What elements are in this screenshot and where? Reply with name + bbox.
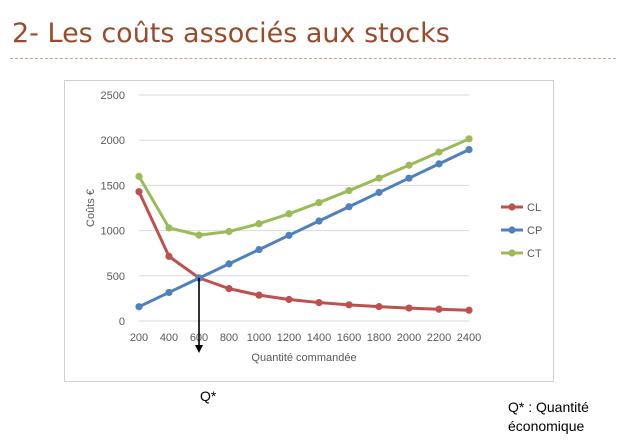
data-point-cp	[465, 146, 473, 154]
x-tick-label: 800	[220, 332, 238, 344]
y-tick-label: 0	[119, 316, 125, 328]
x-tick-label: 1600	[337, 332, 361, 344]
y-tick-label: 1000	[101, 226, 125, 238]
legend-marker-cp	[508, 226, 516, 234]
x-tick-label: 1400	[307, 332, 331, 344]
data-point-cp	[165, 288, 173, 297]
x-tick-label: 1000	[247, 332, 271, 344]
x-tick-label: 200	[130, 332, 148, 344]
data-point-cl	[255, 291, 263, 299]
x-tick-label: 1200	[277, 332, 301, 344]
y-tick-label: 2500	[101, 90, 125, 102]
legend-label-ct: CT	[527, 248, 542, 260]
title-divider	[10, 58, 616, 59]
y-tick-label: 2000	[101, 135, 125, 147]
data-point-cl	[435, 305, 443, 313]
x-tick-label: 1800	[367, 332, 391, 344]
data-point-cp	[435, 160, 443, 168]
legend-label-cp: CP	[527, 225, 542, 237]
data-point-cp	[405, 174, 413, 182]
cost-chart: 0500100015002000250020040060080010001200…	[85, 90, 542, 364]
data-point-ct	[405, 161, 413, 169]
y-tick-label: 500	[107, 271, 125, 283]
data-point-cp	[345, 203, 353, 211]
data-point-ct	[465, 135, 473, 143]
data-point-ct	[345, 186, 353, 195]
data-point-cl	[285, 295, 293, 304]
legend-label-cl: CL	[527, 202, 541, 214]
data-point-cp	[225, 260, 233, 268]
data-point-ct	[195, 231, 203, 239]
slide-title: 2- Les coûts associés aux stocks	[12, 18, 450, 49]
data-point-ct	[255, 220, 263, 228]
data-point-cl	[405, 304, 413, 312]
x-tick-label: 2200	[427, 332, 451, 344]
data-point-cp	[135, 303, 143, 311]
qstar-note: Q* : Quantité économique	[508, 399, 589, 434]
x-tick-label: 2000	[397, 332, 421, 344]
data-point-cl	[465, 306, 473, 314]
data-point-ct	[135, 172, 143, 180]
data-point-ct	[315, 198, 323, 207]
data-point-cp	[285, 231, 293, 239]
data-point-cp	[255, 245, 263, 254]
data-point-cp	[375, 188, 383, 197]
series-line-ct	[137, 137, 470, 237]
data-point-cl	[165, 252, 173, 260]
data-point-cl	[315, 298, 323, 307]
qstar-arrow-head	[195, 345, 203, 353]
data-point-ct	[225, 227, 233, 236]
legend-marker-ct	[508, 249, 516, 257]
x-axis-label: Quantité commandée	[251, 352, 356, 364]
series-line-cp	[138, 148, 470, 309]
data-point-cl	[345, 301, 353, 309]
series-line-cl	[137, 191, 470, 312]
y-axis-label: Coûts €	[85, 189, 97, 227]
legend-marker-cl	[508, 203, 516, 211]
data-point-ct	[375, 174, 383, 182]
data-point-ct	[435, 148, 443, 156]
data-point-ct	[165, 224, 173, 232]
x-tick-label: 400	[160, 332, 178, 344]
x-tick-label: 2400	[457, 332, 481, 344]
data-point-cl	[375, 303, 383, 311]
data-point-cp	[315, 217, 323, 225]
data-point-ct	[285, 210, 293, 218]
qstar-label: Q*	[200, 388, 217, 404]
y-tick-label: 1500	[101, 180, 125, 192]
data-point-cl	[225, 285, 233, 293]
data-point-cl	[135, 188, 143, 196]
